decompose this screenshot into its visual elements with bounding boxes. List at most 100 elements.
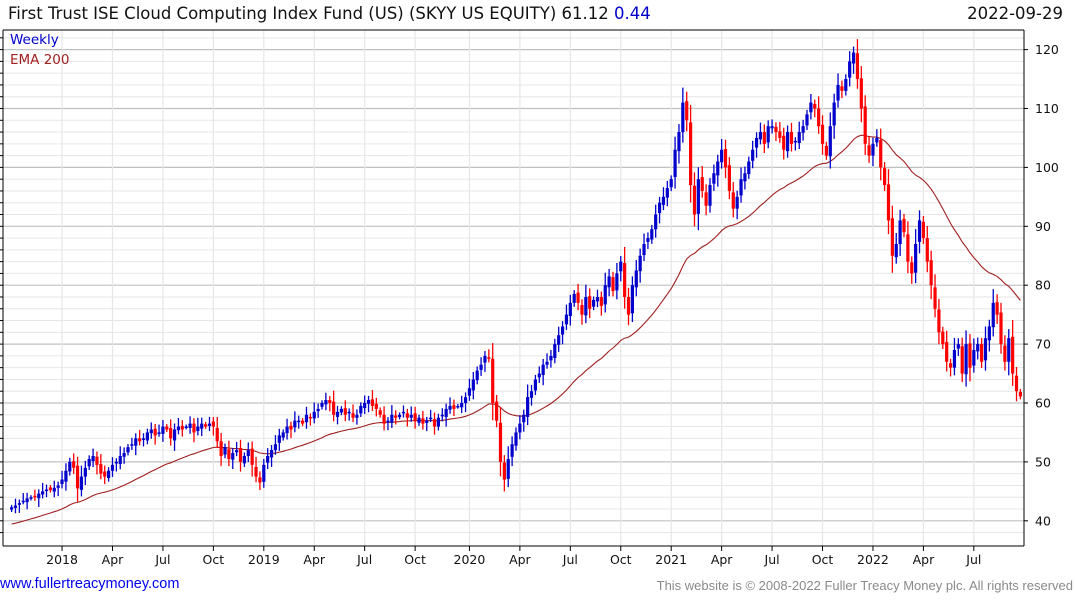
price-change: 0.44 bbox=[614, 4, 651, 23]
x-tick-label: 2018 bbox=[46, 552, 78, 567]
candle-up bbox=[335, 411, 340, 417]
candle-up bbox=[141, 438, 146, 440]
candle-down bbox=[432, 419, 437, 427]
candle-up bbox=[196, 426, 200, 432]
y-tick-label: 80 bbox=[1035, 278, 1051, 293]
candle-down bbox=[421, 418, 425, 424]
candle-down bbox=[704, 192, 708, 206]
candle-up bbox=[355, 414, 359, 418]
candle-up bbox=[793, 140, 797, 143]
candle-up bbox=[114, 461, 118, 464]
candle-up bbox=[409, 414, 413, 418]
candle-up bbox=[987, 326, 991, 341]
candle-up bbox=[320, 403, 324, 407]
candle-up bbox=[801, 126, 805, 133]
candle-down bbox=[700, 177, 704, 191]
candle-down bbox=[405, 413, 409, 418]
x-tick-label: Oct bbox=[610, 552, 632, 567]
candle-up bbox=[642, 243, 646, 256]
candles bbox=[10, 39, 1022, 514]
candle-up bbox=[646, 238, 650, 242]
gridlines bbox=[3, 30, 1024, 546]
candle-up bbox=[739, 179, 743, 196]
candle-up bbox=[514, 432, 518, 446]
candle-up bbox=[964, 344, 968, 375]
x-tick-label: Apr bbox=[102, 552, 124, 567]
candle-down bbox=[394, 415, 398, 418]
candle-down bbox=[219, 441, 223, 457]
candle-up bbox=[805, 114, 809, 126]
candle-up bbox=[44, 489, 49, 492]
candle-down bbox=[883, 168, 887, 186]
candle-down bbox=[498, 422, 503, 462]
x-tick-label: 2019 bbox=[248, 552, 280, 567]
candle-down bbox=[813, 104, 817, 109]
candle-down bbox=[859, 78, 863, 109]
candle-up bbox=[17, 503, 21, 505]
candle-up bbox=[316, 408, 320, 412]
candle-down bbox=[1003, 345, 1007, 362]
candle-up bbox=[425, 420, 429, 423]
candle-up bbox=[13, 505, 18, 508]
candle-up bbox=[549, 355, 553, 361]
candle-up bbox=[619, 261, 623, 272]
axes: 40 50 60 70 80 90 100 110 120 2018 Apr Jul Oct 2019 Ap… bbox=[0, 29, 1059, 567]
candle-down bbox=[921, 221, 925, 239]
candle-up bbox=[266, 456, 270, 463]
candle-down bbox=[910, 262, 914, 274]
x-tick-label: Jul bbox=[764, 552, 780, 567]
candle-down bbox=[452, 405, 456, 409]
candle-up bbox=[751, 149, 755, 161]
ema-line bbox=[11, 134, 1021, 525]
candle-up bbox=[894, 243, 898, 258]
candle-down bbox=[491, 358, 495, 403]
candle-up bbox=[246, 450, 250, 457]
candle-down bbox=[886, 184, 891, 221]
candle-up bbox=[463, 397, 468, 403]
candle-up bbox=[297, 420, 301, 423]
candle-up bbox=[41, 491, 45, 495]
candle-down bbox=[980, 344, 984, 362]
candle-up bbox=[339, 408, 343, 413]
candle-up bbox=[231, 453, 235, 460]
candle-up bbox=[68, 461, 72, 472]
candle-down bbox=[72, 461, 76, 468]
candle-up bbox=[797, 132, 801, 144]
copyright-notice: This website is © 2008-2022 Fuller Treac… bbox=[656, 578, 1073, 593]
candle-down bbox=[937, 309, 941, 333]
candle-down bbox=[933, 287, 937, 309]
y-tick-label: 90 bbox=[1035, 219, 1051, 234]
candle-up bbox=[122, 453, 126, 457]
candle-up bbox=[401, 411, 406, 414]
website-link[interactable]: www.fullertreacymoney.com bbox=[0, 576, 180, 592]
candle-up bbox=[37, 493, 41, 499]
candle-up bbox=[52, 487, 56, 492]
candle-down bbox=[906, 234, 910, 262]
candle-down bbox=[941, 331, 945, 345]
candle-up bbox=[976, 344, 980, 352]
candle-up bbox=[363, 403, 367, 409]
candle-up bbox=[851, 52, 856, 64]
candle-up bbox=[21, 500, 25, 503]
x-tick-label: Oct bbox=[812, 552, 834, 567]
candle-up bbox=[172, 429, 177, 441]
candle-up bbox=[390, 414, 394, 423]
candle-up bbox=[223, 447, 227, 455]
candle-up bbox=[657, 202, 662, 214]
candle-up bbox=[991, 302, 995, 328]
candle-up bbox=[444, 408, 448, 417]
candle-up bbox=[716, 161, 720, 176]
candle-down bbox=[685, 101, 689, 121]
candle-up bbox=[809, 102, 813, 113]
candle-up bbox=[766, 126, 770, 143]
candle-up bbox=[184, 426, 188, 429]
candle-down bbox=[169, 428, 173, 439]
candle-up bbox=[149, 429, 153, 434]
candle-down bbox=[689, 122, 693, 186]
candle-down bbox=[138, 438, 142, 442]
security-name: First Trust ISE Cloud Computing Index Fu… bbox=[8, 4, 557, 23]
candle-down bbox=[502, 462, 506, 480]
candle-up bbox=[456, 405, 460, 408]
candle-down bbox=[623, 263, 627, 297]
